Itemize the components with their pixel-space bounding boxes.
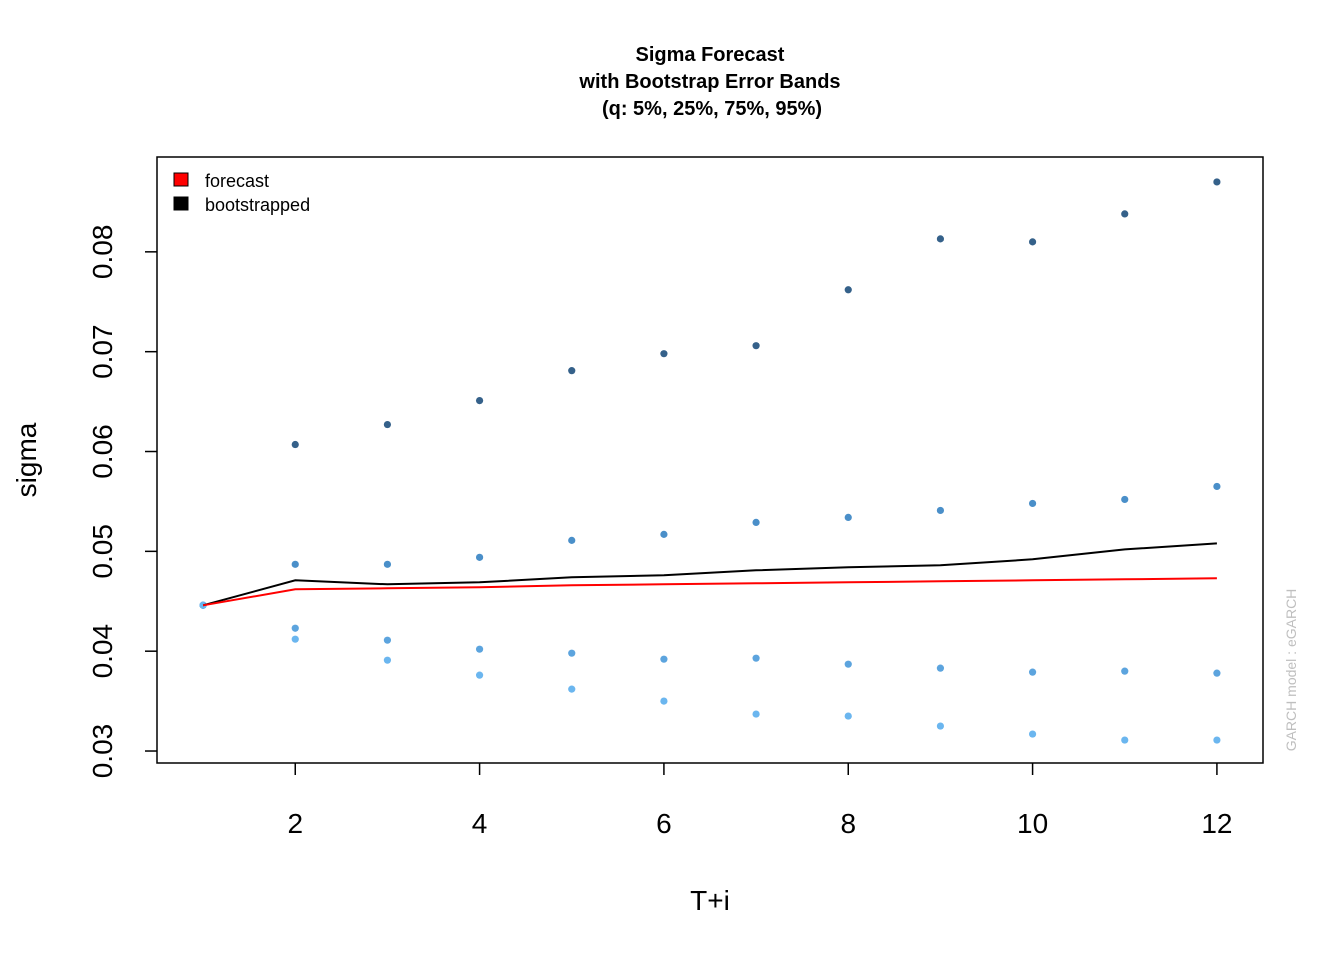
series-line-bootstrapped [202,542,1217,607]
band-point-q75 [844,513,852,522]
band-point-q05 [291,635,299,643]
band-point-q25 [1121,667,1129,675]
y-tick-label: 0.08 [87,225,118,280]
x-tick-label: 8 [840,808,856,839]
y-tick-label: 0.06 [87,424,118,479]
legend-label-forecast: forecast [205,171,269,191]
band-point-q25 [752,654,760,662]
band-point-q95 [383,420,392,429]
band-point-q25 [844,660,852,668]
band-point-q25 [936,664,945,672]
x-axis: 2 4 6 8 10 12 [287,763,1232,839]
band-point-q95 [475,396,484,405]
x-tick-label: 4 [472,808,488,839]
band-point-q05 [1121,736,1129,744]
band-point-q95 [660,350,668,358]
band-point-q95 [568,367,576,375]
band-point-q75 [291,560,299,568]
band-point-q95 [1121,210,1129,218]
band-point-q05 [844,712,852,720]
band-point-q05 [660,697,668,705]
band-point-q75 [1213,482,1221,491]
model-watermark: GARCH model : eGARCH [1283,589,1299,752]
x-tick-label: 2 [287,808,303,839]
band-point-q75 [660,530,668,538]
plot-area-frame [156,156,1264,764]
legend: forecast bootstrapped [173,171,310,215]
y-axis-label: sigma [11,422,42,497]
legend-label-bootstrapped: bootstrapped [205,195,310,215]
y-tick-label: 0.05 [87,524,118,579]
band-point-q05 [936,722,945,730]
band-point-q95 [752,342,760,350]
band-point-q05 [752,710,760,718]
chart-title-line-1: Sigma Forecast [636,44,785,66]
band-point-q25 [383,636,392,644]
band-point-q25 [660,655,668,663]
band-point-q25 [291,624,299,632]
band-point-q75 [383,560,392,568]
chart-title-line-3: (q: 5%, 25%, 75%, 95%) [602,98,822,120]
band-point-q25 [1028,668,1037,676]
band-point-q75 [568,536,576,544]
band-point-q05 [568,685,576,693]
band-point-q75 [1028,499,1037,508]
band-point-q75 [1121,495,1129,504]
y-axis: 0.03 0.04 0.05 0.06 0.07 0.08 [87,225,157,779]
band-point-q95 [936,235,945,243]
band-point-q25 [568,649,576,657]
series-layer [199,178,1221,744]
band-point-q75 [475,553,484,561]
legend-swatch-forecast [173,172,189,187]
band-point-q05 [1028,730,1037,738]
series-line-forecast [202,577,1217,607]
band-point-q25 [475,645,484,653]
band-point-q95 [1028,238,1037,246]
band-point-q05 [475,671,484,679]
band-point-q95 [844,286,852,294]
x-tick-label: 10 [1017,808,1048,839]
x-tick-label: 6 [656,808,672,839]
band-point-q95 [1213,178,1221,186]
band-point-q05 [383,656,392,664]
x-tick-label: 12 [1201,808,1232,839]
band-point-q05 [199,601,207,609]
y-tick-label: 0.03 [87,724,118,779]
chart-title-line-2: with Bootstrap Error Bands [578,71,840,93]
x-axis-label: T+i [690,885,730,916]
y-tick-label: 0.07 [87,324,118,379]
band-point-q75 [752,518,760,526]
band-point-q95 [291,440,299,449]
band-point-q25 [1213,669,1221,677]
band-point-q75 [936,506,945,515]
legend-swatch-bootstrapped [173,196,189,211]
band-point-q05 [1213,736,1221,744]
y-tick-label: 0.04 [87,624,118,679]
